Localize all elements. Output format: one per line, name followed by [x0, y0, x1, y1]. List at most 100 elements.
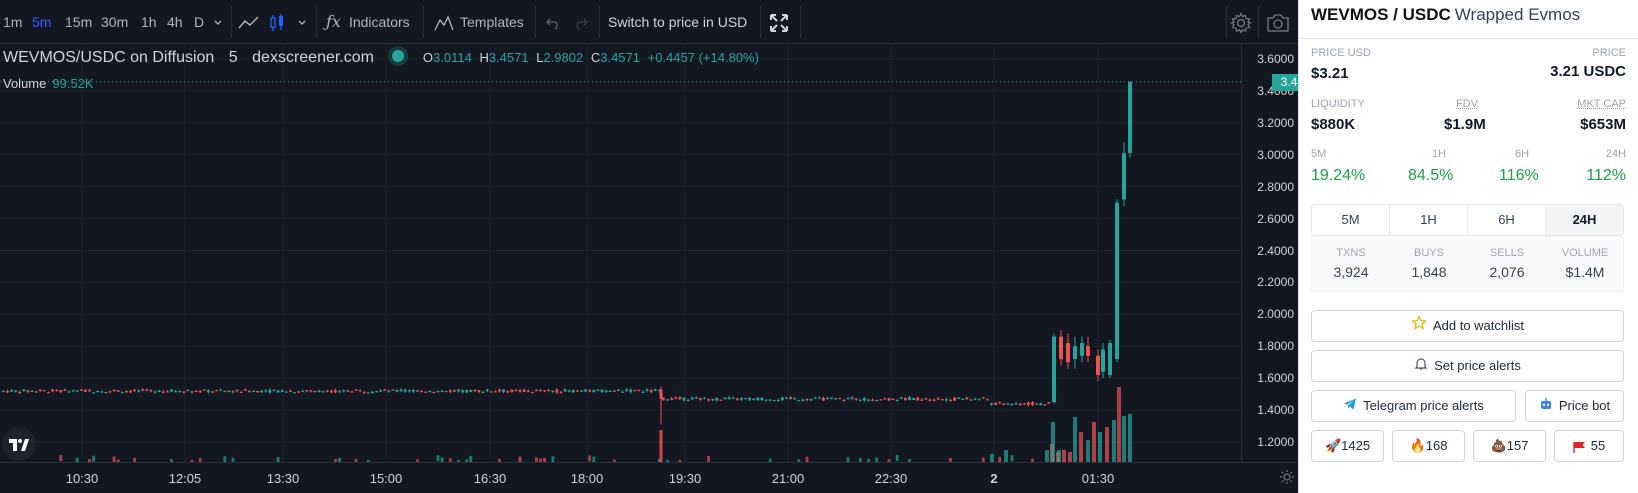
telegram-alerts-button[interactable]: Telegram price alerts: [1311, 390, 1516, 422]
price-tick-label: 1.2000: [1257, 435, 1294, 449]
price-tick-label: 2.8000: [1257, 180, 1294, 194]
fdv-label[interactable]: FDV: [1456, 98, 1478, 110]
candle: [629, 390, 632, 393]
reaction-red-flag-button[interactable]: 55: [1554, 430, 1624, 462]
redo-icon[interactable]: [573, 0, 589, 44]
switch-to-usd-button[interactable]: Switch to price in USD: [608, 0, 747, 44]
tab-24h[interactable]: 24H: [1546, 205, 1623, 235]
change-24h-value: 112%: [1586, 167, 1626, 185]
candle: [76, 391, 79, 392]
line-chart-icon[interactable]: [238, 0, 260, 44]
candle: [27, 390, 30, 391]
tradingview-logo[interactable]: [2, 427, 36, 461]
candle: [310, 391, 313, 392]
candle: [506, 391, 509, 392]
timeframe-1m[interactable]: 1m: [3, 0, 22, 44]
change-1h-label: 1H: [1432, 148, 1446, 160]
candle: [941, 399, 944, 400]
settings-gear-icon[interactable]: [1230, 0, 1252, 44]
candle: [531, 392, 534, 393]
reaction-rocket-button[interactable]: 🚀1425: [1311, 430, 1384, 462]
candle: [133, 390, 136, 391]
candle: [625, 389, 628, 390]
price-chart-plot[interactable]: [0, 44, 1241, 462]
add-to-watchlist-button[interactable]: Add to watchlist: [1311, 310, 1624, 342]
volume-bar: [1057, 450, 1061, 462]
fullscreen-icon[interactable]: [769, 0, 789, 44]
chart-area[interactable]: 1m 5m 15m 30m 1h 4h D ƒx Indicators Templ…: [0, 0, 1298, 493]
candle: [633, 390, 636, 391]
candle: [834, 398, 837, 399]
candle: [724, 398, 727, 399]
candle: [929, 400, 932, 401]
candle: [748, 398, 751, 400]
candle: [433, 392, 436, 393]
candle: [703, 398, 706, 399]
tab-6h[interactable]: 6H: [1468, 205, 1546, 235]
candle: [92, 392, 95, 393]
candle: [1052, 337, 1056, 402]
price-axis[interactable]: 3.6000 3.4000 3.2000 3.0000 2.8000 2.6000 2.40…: [1241, 44, 1298, 462]
candle: [117, 390, 120, 391]
rocket-icon: 🚀: [1325, 438, 1341, 453]
candle: [367, 392, 370, 393]
timeframe-d[interactable]: D: [194, 0, 204, 44]
snapshot-camera-icon[interactable]: [1266, 0, 1290, 44]
candle: [707, 399, 710, 400]
volume-bar: [1117, 387, 1121, 462]
time-tick-label: 10:30: [66, 471, 99, 486]
candle: [998, 402, 1001, 403]
candle: [576, 390, 579, 391]
reaction-fire-button[interactable]: 🔥168: [1392, 430, 1465, 462]
change-6h-label: 6H: [1515, 148, 1529, 160]
timeframe-4h[interactable]: 4h: [167, 0, 183, 44]
candle: [383, 390, 386, 391]
timeframe-dropdown-icon[interactable]: [213, 0, 223, 44]
price-bot-button[interactable]: Price bot: [1525, 390, 1624, 422]
candle: [392, 389, 395, 390]
candle: [47, 392, 50, 393]
undo-icon[interactable]: [545, 0, 561, 44]
templates-label: Templates: [460, 14, 524, 30]
mktcap-label[interactable]: MKT CAP: [1577, 98, 1626, 110]
timeframe-5m[interactable]: 5m: [32, 0, 51, 44]
time-axis[interactable]: 10:30 12:05 13:30 15:00 16:30 18:00 19:30 21:00…: [0, 462, 1298, 493]
candle: [129, 391, 132, 392]
candle: [715, 398, 718, 400]
reaction-poop-button[interactable]: 💩157: [1473, 430, 1546, 462]
legend-low: 2.9802: [543, 50, 583, 65]
time-tick-label: 22:30: [875, 471, 908, 486]
tab-5m[interactable]: 5M: [1312, 205, 1390, 235]
time-tick-label: 15:00: [370, 471, 403, 486]
candle: [88, 390, 91, 391]
indicators-button[interactable]: ƒx Indicators: [326, 0, 410, 44]
candle: [1039, 403, 1042, 405]
time-axis-settings-icon[interactable]: [1279, 469, 1295, 488]
candle: [498, 390, 501, 392]
chart-type-dropdown-icon[interactable]: [297, 0, 307, 44]
timeframe-1h[interactable]: 1h: [141, 0, 157, 44]
timeframe-30m[interactable]: 30m: [101, 0, 128, 44]
volume-bar: [1098, 432, 1102, 462]
candle: [683, 398, 686, 401]
tab-1h[interactable]: 1H: [1390, 205, 1468, 235]
set-price-alerts-button[interactable]: Set price alerts: [1311, 350, 1624, 382]
candle: [802, 400, 805, 401]
candle: [925, 398, 928, 399]
time-tick-label: 16:30: [474, 471, 507, 486]
candle: [379, 390, 382, 391]
candle: [113, 390, 116, 391]
candle: [838, 398, 841, 399]
candle: [1031, 402, 1034, 405]
price-tick-label: 2.0000: [1257, 307, 1294, 321]
candles-chart-icon[interactable]: [269, 0, 285, 44]
candle: [613, 390, 616, 391]
candle: [445, 391, 448, 392]
candle: [904, 398, 907, 400]
timeframe-15m[interactable]: 15m: [65, 0, 92, 44]
candle: [966, 398, 969, 400]
candle: [1073, 346, 1077, 359]
templates-button[interactable]: Templates: [434, 0, 524, 44]
candle: [601, 390, 604, 392]
candle: [933, 400, 936, 401]
